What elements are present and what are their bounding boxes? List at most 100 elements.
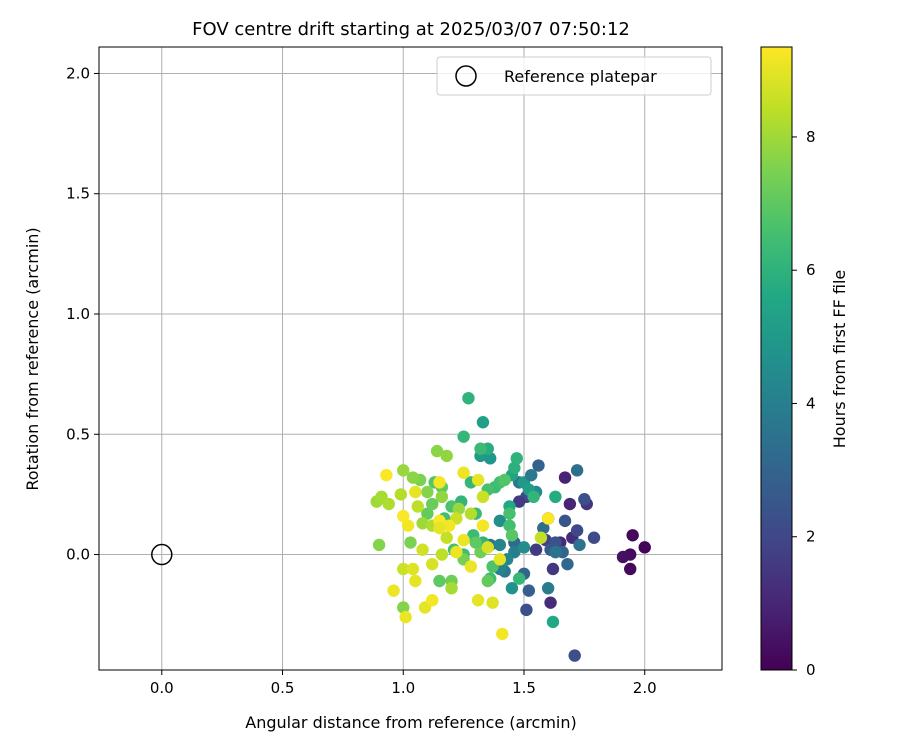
scatter-point — [421, 507, 434, 520]
scatter-point — [399, 610, 412, 624]
scatter-point — [496, 627, 509, 641]
scatter-point — [483, 452, 497, 465]
scatter-point — [544, 596, 557, 609]
y-axis-ticks: 0.0 0.5 1.0 1.5 2.0 — [66, 64, 99, 564]
x-tick-label: 2.0 — [633, 679, 657, 697]
scatter-point — [464, 507, 478, 520]
scatter-point — [549, 536, 562, 549]
scatter-point — [638, 541, 651, 554]
scatter-point — [505, 582, 519, 595]
scatter-point — [587, 531, 601, 544]
scatter-point — [411, 500, 424, 513]
scatter-point — [471, 594, 485, 607]
scatter-point — [486, 596, 499, 609]
scatter-point — [529, 543, 543, 556]
scatter-point — [426, 557, 439, 571]
scatter-point — [624, 562, 637, 576]
scatter-point — [457, 466, 470, 479]
scatter-point — [476, 519, 490, 532]
scatter-point — [380, 468, 393, 482]
scatter-point — [464, 560, 478, 573]
scatter-point — [568, 649, 581, 662]
colorbar — [760, 46, 793, 671]
scatter-point — [578, 493, 591, 506]
scatter-point — [527, 490, 540, 504]
colorbar-tick-label: 2 — [806, 528, 816, 546]
scatter-point — [561, 557, 574, 571]
scatter-point — [440, 531, 453, 544]
scatter-point — [445, 582, 458, 595]
y-tick-label: 2.0 — [66, 64, 90, 82]
reference-platepar-marker — [151, 543, 173, 566]
scatter-point — [433, 521, 446, 535]
scatter-point — [452, 502, 465, 516]
legend: Reference platepar — [436, 56, 712, 96]
scatter-point — [433, 476, 446, 489]
scatter-point — [457, 430, 470, 443]
scatter-point — [435, 548, 449, 561]
colorbar-label: Hours from first FF file — [830, 270, 849, 449]
scatter-point — [426, 497, 439, 511]
scatter-point — [416, 517, 429, 530]
colorbar-tick-label: 4 — [806, 394, 816, 412]
scatter-point — [372, 538, 386, 552]
scatter-point — [549, 490, 562, 504]
colorbar-tick-label: 6 — [806, 261, 816, 279]
colorbar-tick-label: 8 — [806, 128, 816, 146]
scatter-point — [481, 574, 494, 588]
x-tick-label: 1.5 — [512, 679, 536, 697]
scatter-point — [537, 521, 550, 535]
chart-title: FOV centre drift starting at 2025/03/07 … — [192, 19, 630, 40]
scatter-point — [558, 471, 572, 484]
scatter-point — [476, 416, 490, 429]
scatter-point — [442, 519, 456, 532]
colorbar-tick-label: 0 — [806, 661, 816, 679]
colorbar-ticks: 0 2 4 6 8 — [792, 128, 816, 679]
scatter-point — [471, 473, 485, 487]
scatter-point — [401, 519, 415, 532]
scatter-point — [416, 543, 429, 556]
scatter-point — [430, 444, 444, 458]
scatter-point — [505, 529, 519, 542]
scatter-point — [508, 461, 521, 475]
scatter-point — [534, 531, 548, 544]
scatter-point — [421, 485, 434, 499]
scatter-point — [409, 485, 422, 499]
legend-box — [436, 56, 712, 96]
scatter-point — [409, 574, 422, 588]
scatter-point — [549, 545, 562, 559]
scatter-point — [503, 507, 516, 520]
scatter-point — [570, 464, 584, 477]
scatter-point — [541, 582, 555, 595]
scatter-point — [522, 584, 536, 597]
scatter-point — [450, 545, 463, 559]
scatter-point — [481, 541, 494, 554]
plot-frame — [98, 46, 723, 671]
data-points — [370, 391, 651, 662]
y-axis-label: Rotation from reference (arcmin) — [23, 227, 42, 490]
x-axis-label: Angular distance from reference (arcmin) — [245, 713, 576, 732]
x-tick-label: 1.0 — [391, 679, 415, 697]
x-axis-ticks: 0.0 0.5 1.0 1.5 2.0 — [150, 670, 657, 697]
y-tick-label: 0.5 — [66, 425, 90, 443]
scatter-point — [435, 490, 449, 504]
scatter-point — [457, 533, 470, 547]
scatter-point — [570, 524, 584, 537]
y-tick-label: 1.0 — [66, 305, 90, 323]
scatter-point — [406, 562, 420, 576]
scatter-point — [397, 464, 410, 477]
scatter-point — [476, 490, 490, 504]
scatter-point — [493, 514, 507, 528]
scatter-point — [406, 471, 420, 484]
scatter-point — [541, 512, 555, 525]
reference-marker-group — [151, 543, 173, 566]
scatter-point — [493, 553, 507, 566]
scatter-point — [382, 497, 395, 511]
scatter-point — [532, 459, 545, 472]
scatter-point — [493, 538, 507, 552]
x-tick-label: 0.5 — [271, 679, 295, 697]
scatter-point — [512, 495, 526, 508]
scatter-point — [520, 603, 533, 617]
scatter-point — [558, 514, 572, 528]
